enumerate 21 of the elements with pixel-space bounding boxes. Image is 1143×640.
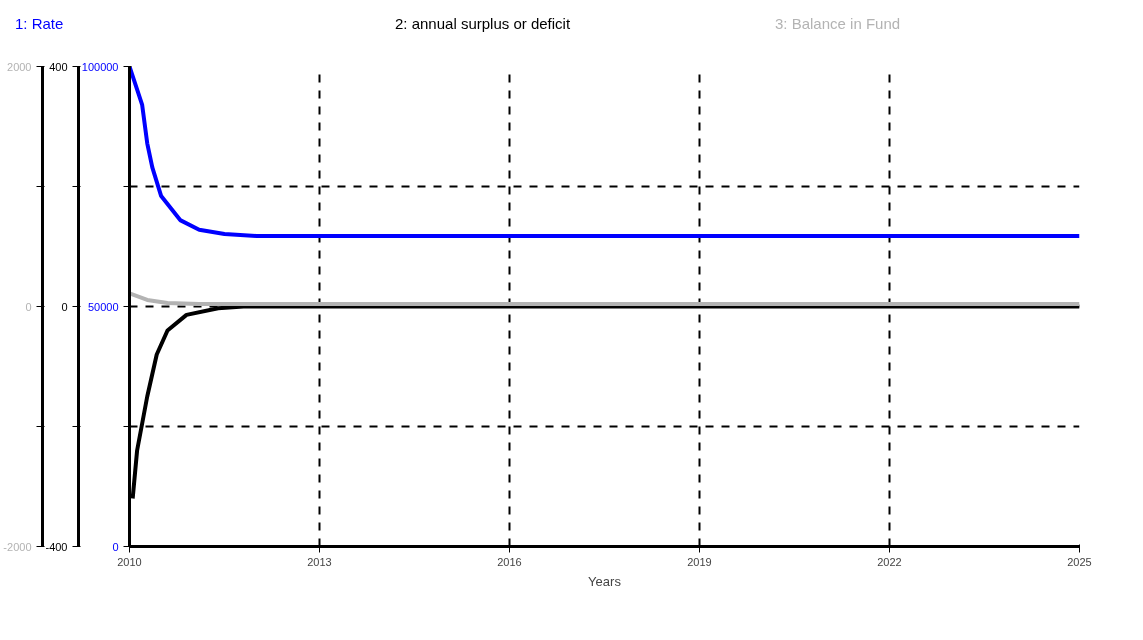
y3-tick-label: 2000 [7, 60, 32, 73]
x-tick-label: 2010 [117, 555, 142, 568]
x-tick-label: 2016 [497, 555, 522, 568]
y3-tick-label: -2000 [3, 540, 32, 553]
line-series [129, 66, 1080, 238]
x-tick-label: 2013 [307, 555, 332, 568]
text: 3: Balance in Fund [775, 14, 901, 34]
y3-tick-label: 0 [25, 300, 32, 313]
y2-tick-label: -400 [45, 540, 68, 553]
y-tick-label: 50000 [87, 300, 119, 313]
y-tick-label: 0 [112, 540, 119, 553]
text: 2: annual surplus or deficit [395, 14, 571, 34]
text: 1: Rate [15, 14, 64, 34]
line-series [129, 291, 1080, 307]
y2-tick-label: 0 [61, 300, 68, 313]
x-tick-label: 2025 [1067, 555, 1092, 568]
y-tick-label: 100000 [81, 60, 119, 73]
x-tick-label: 2019 [687, 555, 712, 568]
x-axis-title: Years [588, 573, 622, 589]
y2-tick-label: 400 [49, 60, 68, 73]
x-tick-label: 2022 [877, 555, 902, 568]
